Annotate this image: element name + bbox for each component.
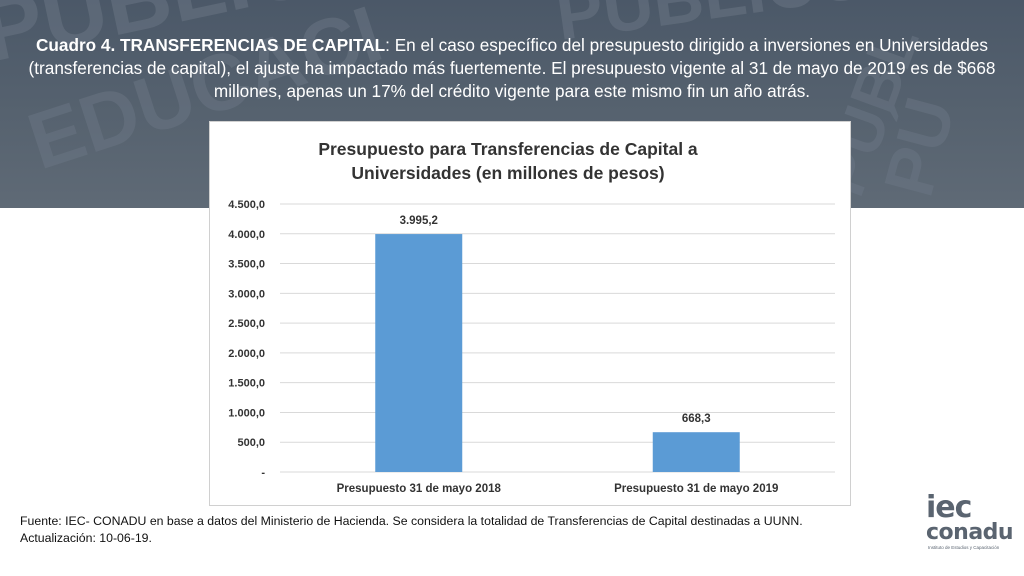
source-line: Fuente: IEC- CONADU en base a datos del … (20, 514, 803, 528)
chart-title-line1: Presupuesto para Transferencias de Capit… (318, 139, 698, 159)
heading-bold: Cuadro 4. TRANSFERENCIAS DE CAPITAL (35, 35, 386, 55)
bar-chart-panel: Presupuesto para Transferencias de Capit… (209, 121, 851, 506)
iec-conadu-logo: iec conadu Instituto de Estudios y Capac… (920, 490, 1014, 552)
source-note: Fuente: IEC- CONADU en base a datos del … (20, 513, 900, 547)
data-label: 3.995,2 (400, 215, 438, 227)
logo-iec: iec (926, 490, 972, 525)
logo-subtitle: Instituto de Estudios y Capacitación (928, 545, 1000, 550)
y-tick-label: 4.000,0 (228, 229, 265, 241)
logo-conadu: conadu (926, 520, 1014, 545)
y-tick-label: 2.500,0 (228, 318, 265, 330)
y-tick-label: 500,0 (237, 437, 265, 449)
heading-body: : En el caso específico del presupuesto … (28, 35, 996, 101)
bar-chart: Presupuesto para Transferencias de Capit… (228, 139, 835, 495)
chart-title-line2: Universidades (en millones de pesos) (351, 163, 664, 183)
y-tick-label: 2.000,0 (228, 348, 265, 360)
y-tick-label: 3.500,0 (228, 259, 265, 271)
header-banner: PÚBLICA EDUCACI PÚBLICO PUBL PÚ Cuadro 4… (0, 0, 1024, 208)
x-tick-label: Presupuesto 31 de mayo 2019 (614, 483, 778, 495)
update-line: Actualización: 10-06-19. (20, 531, 152, 545)
slide-heading: Cuadro 4. TRANSFERENCIAS DE CAPITAL: En … (20, 34, 1004, 103)
bar (375, 234, 463, 472)
x-tick-label: Presupuesto 31 de mayo 2018 (337, 483, 502, 495)
bar (652, 432, 740, 472)
y-tick-label: 4.500,0 (228, 199, 265, 211)
y-tick-label: 3.000,0 (228, 288, 265, 300)
y-tick-label: 1.500,0 (228, 378, 265, 390)
y-tick-label: - (261, 467, 265, 479)
y-tick-label: 1.000,0 (228, 407, 265, 419)
data-label: 668,3 (682, 413, 711, 425)
banner-watermark: PÚBLICA EDUCACI PÚBLICO PUBL PÚ (0, 0, 970, 205)
